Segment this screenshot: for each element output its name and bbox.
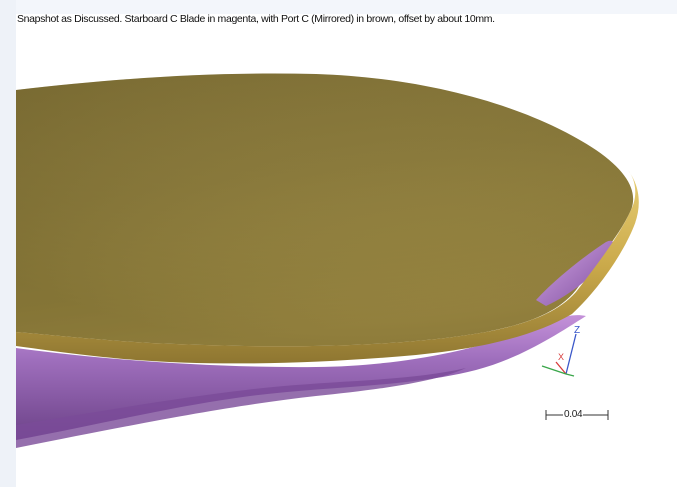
left-gutter bbox=[0, 0, 16, 487]
starboard-blade-lower-edge bbox=[16, 368, 466, 448]
z-axis-label: Z bbox=[574, 325, 580, 336]
port-blade-shading bbox=[16, 73, 634, 347]
z-axis-line bbox=[565, 333, 577, 375]
port-blade-rim bbox=[16, 170, 639, 364]
x-axis-label: X bbox=[558, 352, 564, 362]
snapshot-caption: Snapshot as Discussed. Starboard C Blade… bbox=[17, 13, 495, 25]
y-axis-line bbox=[541, 365, 567, 375]
starboard-blade-tip bbox=[536, 240, 614, 306]
scale-bar-label: 0.04 bbox=[563, 408, 584, 421]
3d-viewport[interactable] bbox=[16, 30, 677, 487]
top-band bbox=[0, 0, 677, 14]
x-axis-line bbox=[555, 361, 567, 375]
y-axis-tail bbox=[565, 373, 575, 377]
axis-triad: Z X bbox=[541, 325, 580, 377]
